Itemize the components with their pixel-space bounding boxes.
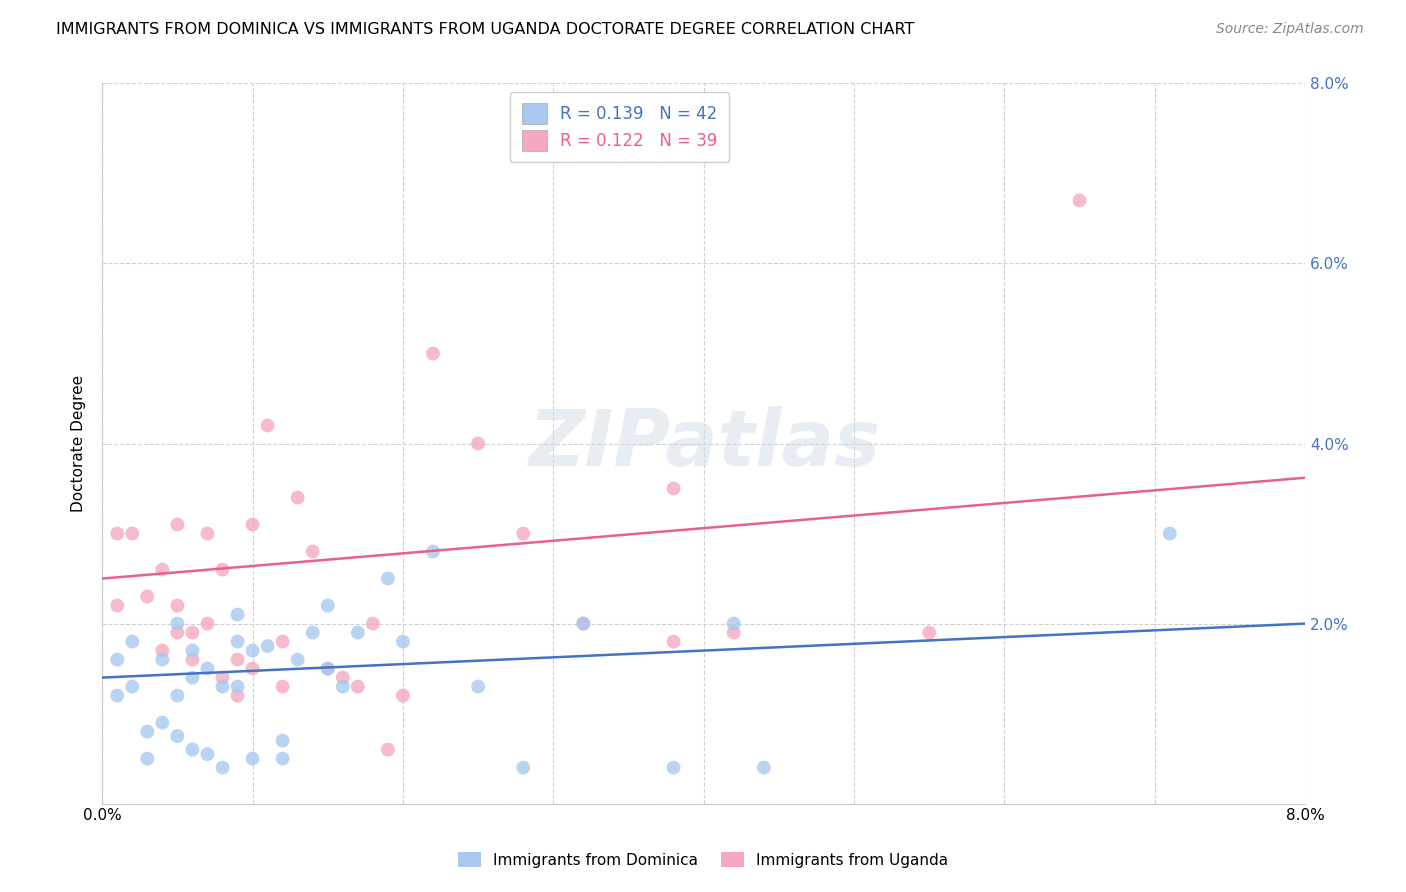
Y-axis label: Doctorate Degree: Doctorate Degree xyxy=(72,375,86,512)
Point xyxy=(197,662,219,676)
Point xyxy=(301,625,323,640)
Point xyxy=(166,517,188,532)
Point xyxy=(166,625,188,640)
Point xyxy=(271,751,294,765)
Point xyxy=(136,751,159,765)
Legend: Immigrants from Dominica, Immigrants from Uganda: Immigrants from Dominica, Immigrants fro… xyxy=(450,844,956,875)
Point xyxy=(105,599,128,613)
Text: IMMIGRANTS FROM DOMINICA VS IMMIGRANTS FROM UGANDA DOCTORATE DEGREE CORRELATION : IMMIGRANTS FROM DOMINICA VS IMMIGRANTS F… xyxy=(56,22,915,37)
Point xyxy=(181,742,204,756)
Point xyxy=(166,616,188,631)
Point xyxy=(662,634,685,648)
Point xyxy=(256,639,278,653)
Point xyxy=(150,652,173,666)
Point xyxy=(256,418,278,433)
Point xyxy=(332,671,354,685)
Point xyxy=(121,680,143,694)
Point xyxy=(136,590,159,604)
Point xyxy=(287,491,309,505)
Point xyxy=(150,563,173,577)
Point xyxy=(572,616,595,631)
Legend: R = 0.139   N = 42, R = 0.122   N = 39: R = 0.139 N = 42, R = 0.122 N = 39 xyxy=(510,92,728,162)
Point xyxy=(316,662,339,676)
Point xyxy=(723,616,745,631)
Point xyxy=(392,634,415,648)
Point xyxy=(422,544,444,558)
Point xyxy=(662,482,685,496)
Point xyxy=(918,625,941,640)
Point xyxy=(226,652,249,666)
Point xyxy=(242,643,264,657)
Point xyxy=(1069,194,1091,208)
Point xyxy=(197,747,219,761)
Point xyxy=(226,607,249,622)
Point xyxy=(181,652,204,666)
Point xyxy=(121,526,143,541)
Point xyxy=(105,526,128,541)
Point xyxy=(332,680,354,694)
Point xyxy=(181,625,204,640)
Point xyxy=(287,652,309,666)
Point xyxy=(166,729,188,743)
Point xyxy=(166,689,188,703)
Point xyxy=(346,680,368,694)
Point xyxy=(150,643,173,657)
Point xyxy=(150,715,173,730)
Point xyxy=(271,680,294,694)
Text: Source: ZipAtlas.com: Source: ZipAtlas.com xyxy=(1216,22,1364,37)
Point xyxy=(392,689,415,703)
Point xyxy=(211,761,233,775)
Point xyxy=(242,517,264,532)
Point xyxy=(211,563,233,577)
Point xyxy=(316,662,339,676)
Point xyxy=(242,751,264,765)
Point xyxy=(242,662,264,676)
Point xyxy=(226,689,249,703)
Point xyxy=(316,599,339,613)
Point xyxy=(105,652,128,666)
Point xyxy=(512,526,534,541)
Point xyxy=(346,625,368,640)
Point xyxy=(211,671,233,685)
Point xyxy=(422,346,444,360)
Point xyxy=(181,643,204,657)
Point xyxy=(467,436,489,450)
Text: ZIPatlas: ZIPatlas xyxy=(527,406,880,482)
Point xyxy=(271,733,294,747)
Point xyxy=(136,724,159,739)
Point xyxy=(361,616,384,631)
Point xyxy=(197,526,219,541)
Point xyxy=(377,742,399,756)
Point xyxy=(211,680,233,694)
Point xyxy=(572,616,595,631)
Point xyxy=(166,599,188,613)
Point xyxy=(1159,526,1181,541)
Point xyxy=(226,634,249,648)
Point xyxy=(723,625,745,640)
Point xyxy=(752,761,775,775)
Point xyxy=(121,634,143,648)
Point xyxy=(662,761,685,775)
Point xyxy=(301,544,323,558)
Point xyxy=(512,761,534,775)
Point xyxy=(377,572,399,586)
Point xyxy=(271,634,294,648)
Point xyxy=(105,689,128,703)
Point xyxy=(197,616,219,631)
Point xyxy=(181,671,204,685)
Point xyxy=(226,680,249,694)
Point xyxy=(467,680,489,694)
